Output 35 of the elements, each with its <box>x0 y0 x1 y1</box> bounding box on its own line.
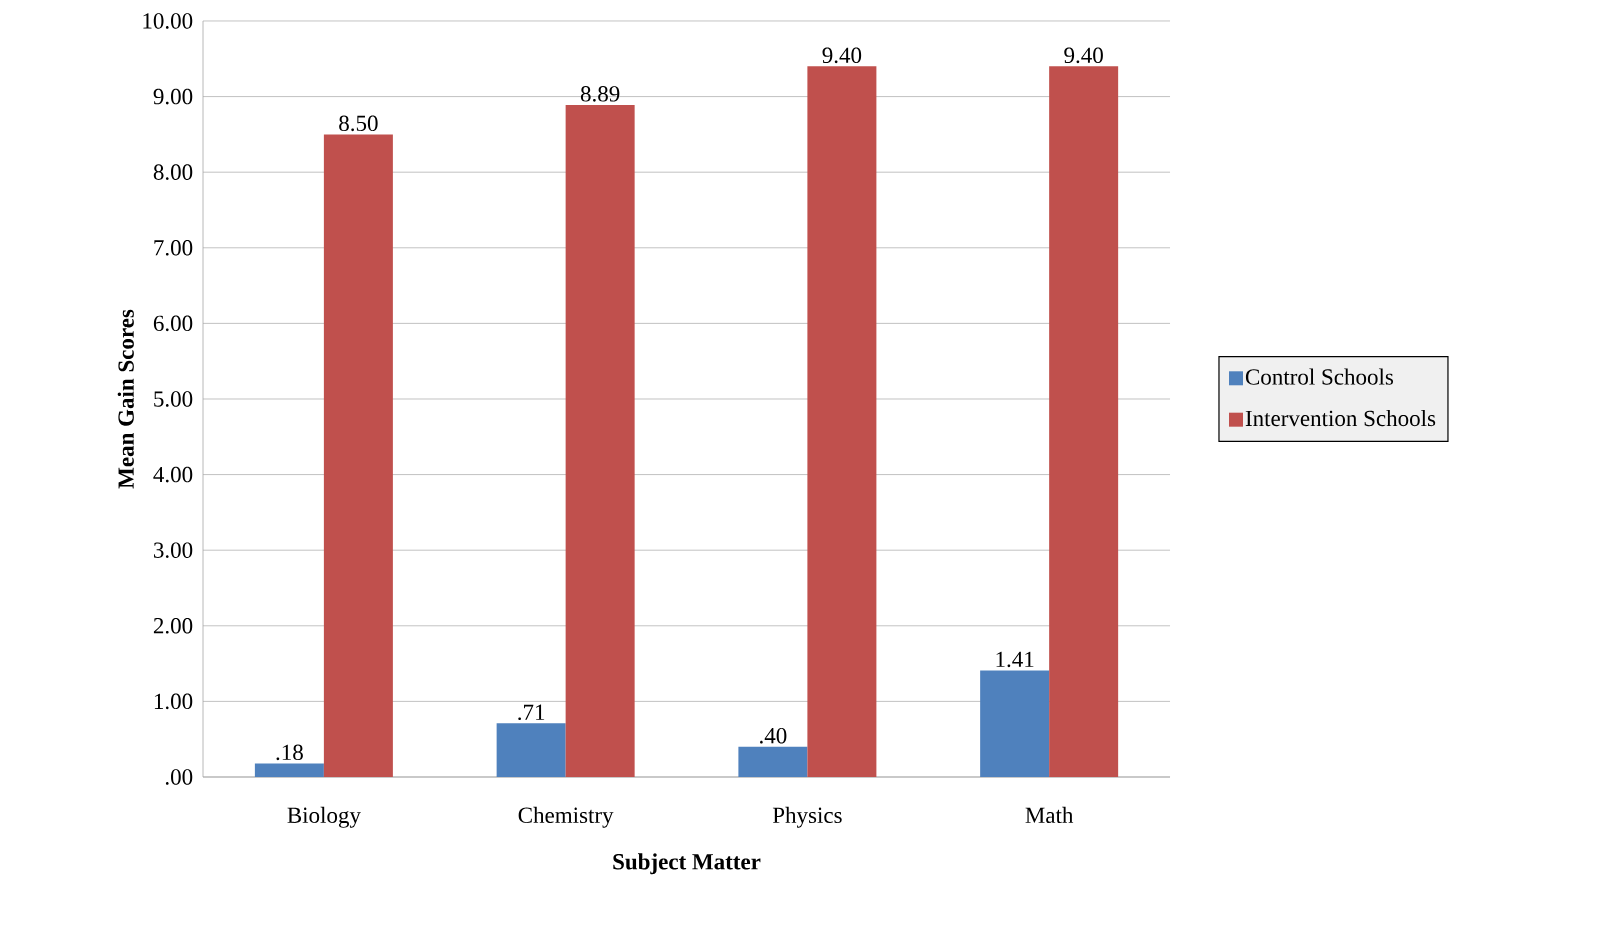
bar <box>323 134 393 777</box>
data-label: 9.40 <box>822 47 862 64</box>
y-tick-label: 4.00 <box>153 466 193 483</box>
y-tick-label: 6.00 <box>153 315 193 332</box>
legend-label: Intervention Schools <box>1245 409 1436 427</box>
data-label: .18 <box>276 744 303 761</box>
x-tick-label: Biology <box>287 806 361 828</box>
y-tick-label: 10.00 <box>143 13 193 29</box>
y-tick-label: 3.00 <box>153 542 193 559</box>
bar <box>738 746 808 777</box>
x-tick-label: Math <box>1025 806 1074 824</box>
x-axis-title: Subject Matter <box>613 853 761 875</box>
data-label: 8.89 <box>580 86 620 102</box>
data-label: 1.41 <box>996 651 1034 668</box>
data-label: 8.50 <box>339 115 378 132</box>
y-axis-title: Mean Gain Scores <box>117 309 134 489</box>
data-label: 9.40 <box>1064 47 1103 64</box>
data-label: .71 <box>518 704 545 721</box>
x-tick-label: Physics <box>772 806 842 828</box>
x-tick-label: Chemistry <box>518 806 614 828</box>
data-label: .40 <box>760 727 787 744</box>
y-tick-label: .00 <box>165 769 193 785</box>
bar <box>980 670 1050 777</box>
bar <box>1049 66 1119 777</box>
bar <box>496 723 566 777</box>
y-tick-label: 8.00 <box>153 164 193 180</box>
legend-label: Control Schools <box>1245 368 1394 385</box>
y-tick-label: 5.00 <box>154 391 193 407</box>
bar <box>565 104 635 777</box>
bar <box>807 66 877 777</box>
y-tick-label: 9.00 <box>153 88 193 105</box>
y-tick-label: 2.00 <box>153 617 193 634</box>
y-tick-label: 1.00 <box>154 693 193 710</box>
y-tick-label: 7.00 <box>154 239 193 256</box>
bar <box>254 763 324 777</box>
